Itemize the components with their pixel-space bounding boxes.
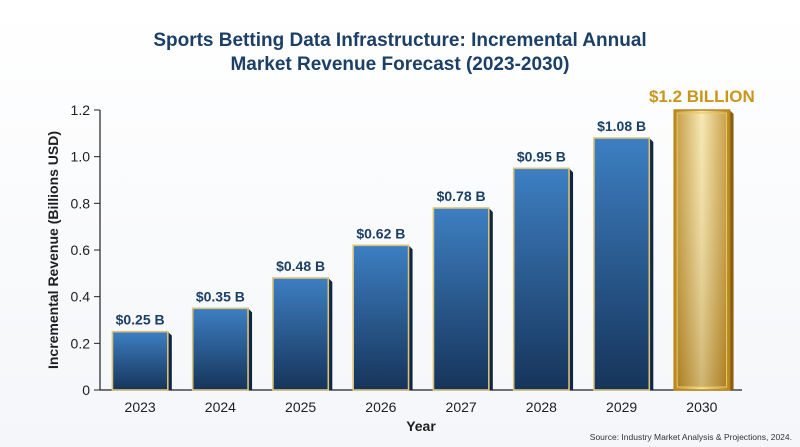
y-ticks: 0 0.2 0.4 0.6 0.8 1.0 1.2: [71, 102, 100, 398]
x-tick-label: 2027: [446, 399, 477, 415]
bar-face: [111, 330, 169, 391]
x-tick-label: 2026: [365, 399, 396, 415]
data-label: $0.25 B: [116, 312, 165, 328]
bar-face: [352, 244, 410, 391]
bar-face: [512, 167, 570, 391]
bar-side: [408, 245, 413, 390]
y-tick-label: 0: [82, 382, 90, 398]
y-tick-label: 0.8: [71, 195, 91, 211]
bar-side: [328, 278, 333, 390]
bar-side: [167, 331, 172, 390]
data-label: $1.08 B: [597, 118, 646, 134]
bar-side: [729, 110, 734, 390]
bar-side: [649, 138, 654, 390]
bar-side: [488, 208, 493, 390]
x-tick-label: 2025: [285, 399, 316, 415]
x-tick-label: 2023: [125, 399, 156, 415]
bar: [191, 307, 253, 391]
y-axis-title: Incremental Revenue (Billions USD): [45, 131, 61, 369]
bar: [111, 330, 172, 391]
bar: [432, 207, 493, 391]
bar: [512, 167, 574, 391]
bar-face: [593, 137, 651, 391]
x-tick-label: 2030: [686, 399, 717, 415]
y-tick-label: 0.2: [71, 335, 91, 351]
data-label-highlight: $1.2 BILLION: [649, 87, 755, 106]
data-label: $0.35 B: [196, 288, 245, 304]
bar-face: [432, 207, 490, 391]
chart-title-line-1: Sports Betting Data Infrastructure: Incr…: [153, 30, 646, 51]
chart-title-line-2: Market Revenue Forecast (2023-2030): [230, 54, 569, 75]
bar: [352, 244, 413, 391]
y-tick-label: 0.6: [71, 242, 91, 258]
bar-side: [248, 308, 253, 390]
data-labels-group: $0.25 B $0.35 B $0.48 B $0.62 B $0.78 B $0.95…: [116, 87, 755, 328]
bar: [593, 137, 654, 391]
bar-face: [191, 307, 249, 391]
bars-group: [111, 109, 734, 391]
x-tick-label: 2029: [606, 399, 637, 415]
bar: [272, 277, 333, 391]
data-label: $0.62 B: [356, 225, 405, 241]
x-axis-title: Year: [406, 418, 436, 434]
x-ticks: 2023 2024 2025 2026 2027 2028 2029 2030: [125, 399, 718, 415]
y-tick-label: 1.0: [71, 149, 91, 165]
bar-highlight-inner: [676, 112, 728, 388]
data-label: $0.95 B: [517, 148, 566, 164]
y-tick-label: 1.2: [71, 102, 91, 118]
bar-face: [272, 277, 330, 391]
source-note: Source: Industry Market Analysis & Proje…: [590, 432, 792, 442]
x-tick-label: 2024: [205, 399, 236, 415]
x-tick-label: 2028: [526, 399, 557, 415]
y-tick-label: 0.4: [71, 289, 91, 305]
data-label: $0.78 B: [437, 188, 486, 204]
bar-side: [569, 168, 574, 390]
bar-highlight: [673, 109, 734, 391]
data-label: $0.48 B: [276, 258, 325, 274]
